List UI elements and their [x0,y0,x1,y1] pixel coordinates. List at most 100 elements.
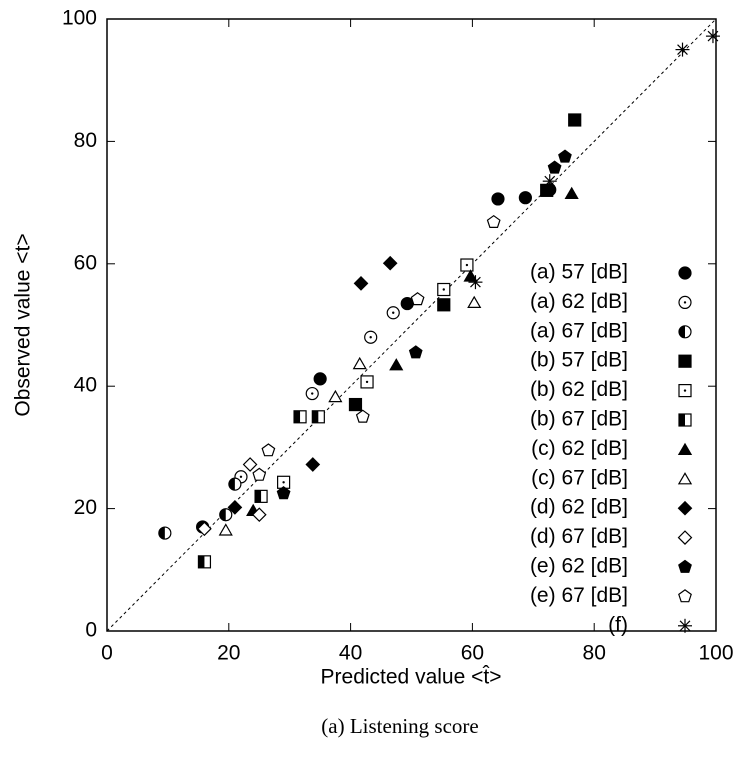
marker [410,292,425,306]
marker-part [678,559,692,573]
marker-part [294,410,301,423]
marker [547,160,562,174]
marker [408,345,423,359]
marker [261,443,276,457]
marker-part [677,44,688,55]
legend-label: (b) 67 [dB] [530,408,628,431]
x-tick-label: 20 [217,642,240,665]
marker-part [311,392,314,395]
marker [382,255,398,271]
legend-label: (a) 67 [dB] [530,319,628,342]
marker-part [544,175,556,187]
legend-label: (b) 57 [dB] [530,349,628,372]
marker-part [198,555,205,568]
marker-part [540,183,554,197]
marker-part [679,325,685,338]
marker [568,113,582,127]
x-tick-label: 80 [583,642,606,665]
marker-part [547,160,562,174]
legend-label: (e) 62 [dB] [530,555,628,578]
marker [352,356,367,370]
marker-part [239,475,243,478]
marker-part [678,354,692,368]
marker-part [348,397,363,412]
y-axis-title: Observed value <t> [12,233,35,416]
marker-part [255,490,262,503]
marker [328,389,343,403]
marker-part [328,389,343,403]
marker [348,397,363,412]
marker [219,508,233,522]
legend-marker [678,589,692,603]
marker [305,386,319,401]
marker-part [352,356,367,370]
caption: (a) Listening score [321,714,478,738]
marker-part [679,620,691,632]
marker-part [437,298,451,312]
marker [251,507,267,523]
marker [386,306,400,320]
x-tick-label: 60 [461,642,484,665]
marker-part [305,457,321,472]
marker [252,467,267,481]
marker-part [679,414,685,426]
marker [313,372,327,386]
marker-part [365,380,369,384]
marker-part [353,276,369,291]
marker [437,298,451,312]
legend-label: (b) 62 [dB] [530,378,628,401]
legend-label: (f) [608,613,628,636]
marker-part [678,266,692,280]
marker [242,457,258,472]
marker [564,186,579,199]
legend-label: (a) 62 [dB] [530,290,628,313]
marker-part [276,486,291,500]
legend-marker [678,618,692,633]
marker [467,295,482,308]
marker [227,500,243,515]
marker-part [707,30,719,42]
marker-part [486,214,501,228]
marker-part [463,269,478,282]
legend-marker [678,413,692,427]
marker-part [227,500,243,515]
x-axis-title: Predicted value <t̂> [321,666,502,689]
marker [293,410,307,424]
legend-label: (c) 67 [dB] [531,466,628,489]
marker [158,526,172,540]
marker-part [467,295,482,308]
marker [360,375,374,389]
marker [542,174,557,189]
marker-part [242,457,258,472]
marker-part [282,481,285,484]
marker [460,258,474,272]
marker [353,276,369,291]
marker-part [410,292,425,306]
marker-part [677,442,693,455]
marker-part [677,472,693,485]
marker-part [683,389,687,392]
marker-part [568,113,582,127]
legend-marker [678,266,692,280]
marker [558,149,572,163]
marker-part [197,521,212,537]
plot-frame [106,18,717,632]
legend-marker [678,354,692,368]
marker-part [158,527,165,540]
marker-part [369,336,372,339]
marker [389,358,404,371]
legend-marker [678,559,692,573]
marker-part [678,589,692,603]
marker [254,489,268,503]
marker [364,330,378,344]
marker [437,282,451,297]
marker-part [313,372,327,386]
marker [228,477,242,491]
y-tick-label: 80 [74,129,97,152]
marker-part [392,311,395,314]
x-tick-label: 100 [698,642,733,665]
marker [486,214,501,228]
marker-part [382,255,398,271]
marker-part [465,263,469,267]
